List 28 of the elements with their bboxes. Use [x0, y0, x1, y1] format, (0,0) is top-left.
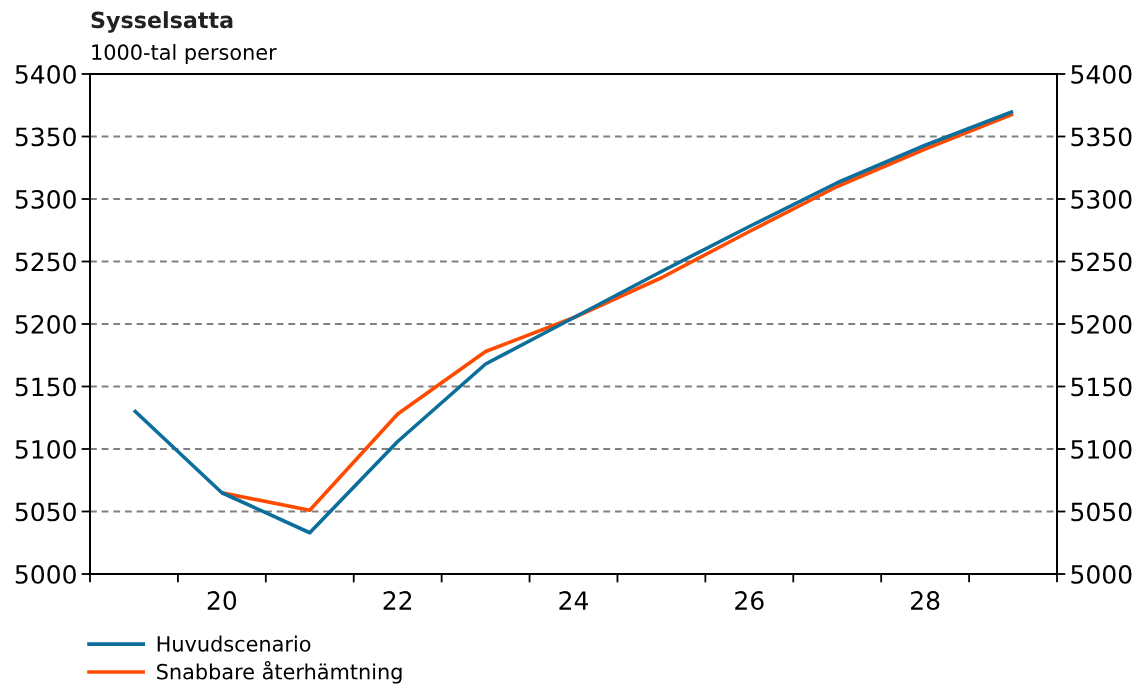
y2-tick-label: 5100 [1071, 439, 1132, 459]
x-tick-label: 24 [559, 591, 588, 610]
line-series [132, 109, 1015, 535]
x-tick-label: 26 [735, 591, 764, 611]
y-tick-label: 5250 [15, 252, 76, 272]
y2-tick-label: 5300 [1071, 189, 1132, 209]
y-tick-label: 5050 [15, 502, 76, 522]
chart-title: Sysselsatta [91, 11, 233, 33]
x-tick-label: 28 [911, 591, 940, 611]
legend-label: Snabbare återhämtning [157, 660, 402, 684]
y-tick-label: 5300 [15, 189, 76, 209]
y2-tick-label: 5050 [1071, 502, 1132, 522]
y2-tick-label: 5000 [1071, 564, 1132, 584]
y-tick-label: 5350 [15, 127, 76, 147]
y2-tick-label: 5200 [1071, 314, 1132, 334]
y-tick-label: 5400 [15, 64, 76, 84]
y-tick-label: 5200 [15, 314, 76, 334]
legend-label: Huvudscenario [157, 635, 311, 652]
y2-tick-label: 5350 [1071, 127, 1132, 147]
y-tick-label: 5100 [15, 439, 76, 459]
y2-tick-label: 5250 [1071, 252, 1132, 272]
x-tick-label: 22 [383, 591, 412, 610]
chart-subtitle: 1000-tal personer [92, 43, 277, 65]
y2-tick-label: 5400 [1071, 64, 1132, 84]
y2-tick-label: 5150 [1071, 377, 1132, 397]
y-tick-label: 5150 [15, 377, 76, 397]
y-tick-label: 5000 [15, 564, 76, 584]
x-tick-label: 20 [207, 591, 237, 611]
